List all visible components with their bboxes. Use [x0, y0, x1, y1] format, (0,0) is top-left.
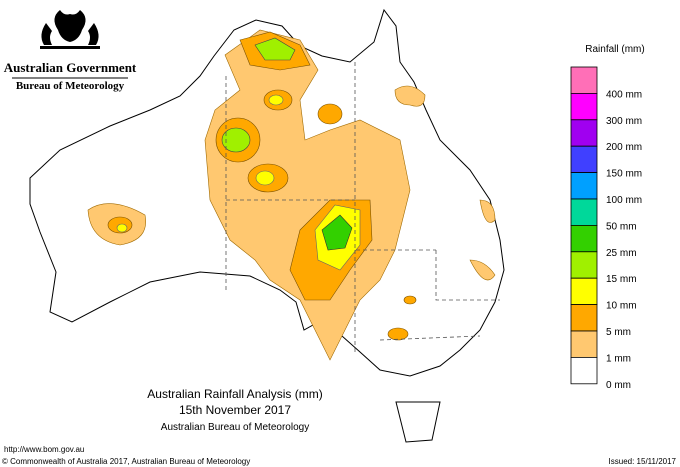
- legend-swatch: [570, 224, 598, 253]
- agency: Bureau of Meteorology: [16, 80, 125, 92]
- legend-label: 300 mm: [606, 116, 642, 127]
- crest: [40, 10, 100, 49]
- map-agency: Australian Bureau of Meteorology: [161, 422, 309, 433]
- legend-swatch: [570, 66, 598, 94]
- legend-label: 200 mm: [606, 142, 642, 153]
- map-date: 15th November 2017: [179, 403, 291, 417]
- legend-label: 400 mm: [606, 89, 642, 100]
- map: [29, 8, 505, 443]
- legend-label: 10 mm: [606, 301, 637, 312]
- legend-swatch: [570, 356, 598, 385]
- legend-swatch: [570, 251, 598, 279]
- legend-swatch: [570, 330, 598, 358]
- legend-title: Rainfall (mm): [585, 44, 644, 55]
- map-title: Australian Rainfall Analysis (mm): [147, 387, 322, 401]
- legend-label: 100 mm: [606, 195, 642, 206]
- legend-swatch: [570, 145, 598, 173]
- government: Australian Government: [4, 60, 137, 75]
- legend-swatch: [570, 119, 598, 147]
- legend-swatch: [570, 198, 598, 226]
- legend-label: 15 mm: [606, 274, 637, 285]
- legend-label: 150 mm: [606, 169, 642, 180]
- legend-label: 25 mm: [606, 248, 637, 259]
- copyright: © Commonwealth of Australia 2017, Austra…: [2, 457, 250, 466]
- legend-swatch: [570, 304, 598, 332]
- legend: 400 mm 300 mm 200 mm 150 mm 100 mm 50 mm 25 mm…: [570, 66, 642, 391]
- legend-label: 1 mm: [606, 353, 631, 364]
- legend-label: 5 mm: [606, 327, 631, 338]
- issued: Issued: 15/11/2017: [609, 457, 677, 466]
- legend-label: 50 mm: [606, 221, 637, 232]
- url[interactable]: http://www.bom.gov.au: [4, 445, 84, 454]
- legend-swatch: [570, 172, 598, 200]
- legend-label: 0 mm: [606, 380, 631, 391]
- legend-swatch: [570, 93, 598, 121]
- legend-swatch: [570, 277, 598, 306]
